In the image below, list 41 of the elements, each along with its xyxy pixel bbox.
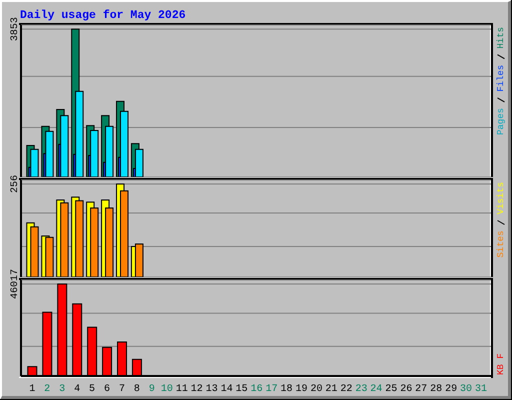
legend-label: Sites <box>496 230 506 258</box>
x-tick-label: 20 <box>310 384 322 395</box>
x-tick-label: 5 <box>89 384 96 395</box>
x-tick-label: 31 <box>475 384 488 395</box>
x-tick-label: 14 <box>220 384 233 395</box>
x-tick-label: 21 <box>325 384 338 395</box>
x-tick-label: 25 <box>385 384 398 395</box>
x-tick-label: 4 <box>74 384 80 395</box>
x-tick-label: 3 <box>59 384 66 395</box>
x-tick-label: 1 <box>29 384 36 395</box>
x-tick-label: 19 <box>295 384 308 395</box>
x-tick-label: 12 <box>190 384 203 395</box>
legend-label: Pages <box>496 108 506 135</box>
x-tick-label: 6 <box>104 384 110 395</box>
x-tick-label: 13 <box>206 384 218 395</box>
y-tick-label: 3853 <box>10 17 20 42</box>
legend-label: Files <box>496 64 506 92</box>
x-tick-label: 9 <box>148 384 155 395</box>
x-tick-label: 15 <box>236 384 248 395</box>
x-tick-label: 18 <box>280 384 293 395</box>
x-tick-label: 11 <box>176 384 188 395</box>
x-tick-label: 28 <box>430 384 442 395</box>
x-tick-label: 29 <box>445 384 458 395</box>
x-tick-label: 24 <box>370 384 382 395</box>
x-tick-label: 27 <box>415 384 428 395</box>
x-tick-label: 2 <box>44 384 50 395</box>
x-tick-label: 23 <box>355 384 368 395</box>
text: KB F <box>496 353 506 375</box>
x-tick-label: 8 <box>134 384 140 395</box>
x-tick-label: 17 <box>266 384 278 395</box>
y-tick-label: 46017 <box>10 269 20 300</box>
text: Visits <box>496 182 506 214</box>
chart-title: Daily usage for May 2026 <box>20 9 186 22</box>
x-tick-label: 16 <box>250 384 263 395</box>
y-tick-label: 256 <box>10 174 20 194</box>
x-tick-label: 26 <box>400 384 412 395</box>
x-tick-label: 7 <box>118 384 125 395</box>
x-tick-label: 30 <box>460 384 472 395</box>
x-tick-label: 10 <box>160 384 173 395</box>
x-tick-label: 22 <box>340 384 352 395</box>
text: Hits <box>496 26 506 49</box>
